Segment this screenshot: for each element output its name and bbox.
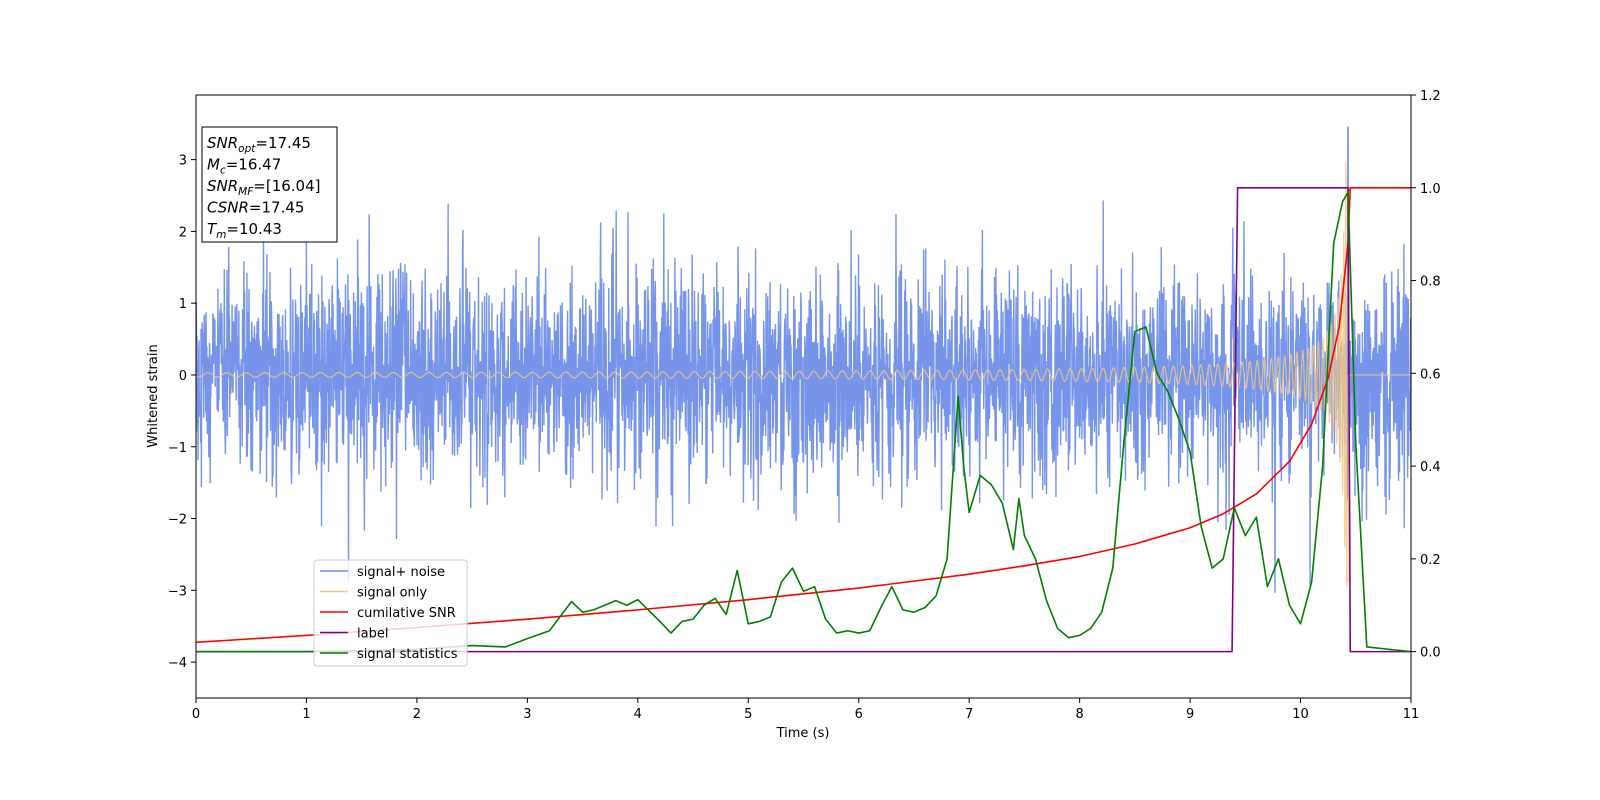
y-left-tick-label: 0 <box>179 369 187 384</box>
y-right-tick-label: 0.6 <box>1420 367 1441 382</box>
x-tick-label: 7 <box>965 707 973 722</box>
info-value: =[16.04] <box>253 177 320 195</box>
info-var: CSNR <box>207 199 249 217</box>
plot-frame <box>195 94 1412 699</box>
x-tick-label: 2 <box>413 707 421 722</box>
y-axis-title: Whitened strain <box>146 344 161 447</box>
y-right-tick-label: 1.0 <box>1420 182 1441 197</box>
info-box-line: SNRopt=17.45 <box>207 134 311 155</box>
x-tick-label: 8 <box>1075 707 1083 722</box>
info-sub: m <box>216 229 226 241</box>
info-var: M <box>207 156 220 174</box>
x-tick-label: 5 <box>744 707 752 722</box>
legend-label: label <box>357 627 388 642</box>
info-sub: c <box>220 165 226 177</box>
y-right-tick-label: 0.2 <box>1420 553 1441 568</box>
info-box-frame <box>201 126 338 243</box>
info-box-line: Mc=16.47 <box>207 156 281 177</box>
info-var: SNR <box>207 134 238 152</box>
y-left-tick-label: −3 <box>168 584 187 599</box>
info-box-line: Tm=10.43 <box>207 220 282 241</box>
series-layer <box>196 126 1411 653</box>
series-label-line <box>196 186 1411 653</box>
legend-label: signal statistics <box>357 647 458 662</box>
info-value: =17.45 <box>249 199 305 217</box>
x-axis-title: Time (s) <box>776 726 830 741</box>
y-right-tick-label: 0.0 <box>1420 646 1441 661</box>
legend-frame <box>313 559 468 667</box>
series-signal-noise-line <box>196 126 1411 593</box>
info-sub: opt <box>238 143 256 155</box>
x-tick-label: 11 <box>1403 707 1420 722</box>
y-left-tick-label: −4 <box>168 656 187 671</box>
info-value: =17.45 <box>255 134 311 152</box>
info-value: =16.47 <box>226 156 282 174</box>
y-left-tick-label: −2 <box>168 513 187 528</box>
y-right-tick-label: 0.4 <box>1420 460 1441 475</box>
y-left-tick-label: 2 <box>179 225 187 240</box>
legend-label: signal only <box>357 586 427 601</box>
info-var: T <box>207 220 218 238</box>
series-signal-only-line <box>196 160 1411 587</box>
legend-label: cumilative SNR <box>357 606 456 621</box>
info-sub: MF <box>238 186 254 198</box>
series-signal-statistics-line <box>196 191 1411 653</box>
y-right-tick-label: 0.8 <box>1420 275 1441 290</box>
y-left-tick-label: 1 <box>179 297 187 312</box>
x-tick-label: 6 <box>855 707 863 722</box>
axes-layer: 0 1 2 3 4 5 6 7 8 9 10 113210−1−2−3−41.21.00.80.60.… <box>168 89 1441 722</box>
series-cumulative-snr-line <box>196 186 1411 644</box>
x-tick-label: 10 <box>1292 707 1309 722</box>
legend: signal+ noise signal only cumilative SNR la… <box>313 559 468 667</box>
legend-label: signal+ noise <box>357 565 445 580</box>
y-right-tick-label: 1.2 <box>1420 89 1441 104</box>
x-tick-label: 1 <box>302 707 310 722</box>
x-tick-label: 0 <box>192 707 200 722</box>
info-value: =10.43 <box>226 220 282 238</box>
x-tick-label: 3 <box>523 707 531 722</box>
x-tick-label: 9 <box>1186 707 1194 722</box>
info-box: SNRopt=17.45Mc=16.47SNRMF=[16.04]CSNR=17… <box>201 126 338 243</box>
y-left-tick-label: −1 <box>168 441 187 456</box>
info-box-line: CSNR=17.45 <box>207 199 304 217</box>
x-tick-label: 4 <box>634 707 642 722</box>
y-left-tick-label: 3 <box>179 154 187 169</box>
info-var: SNR <box>207 177 238 195</box>
info-box-line: SNRMF=[16.04] <box>207 177 321 198</box>
